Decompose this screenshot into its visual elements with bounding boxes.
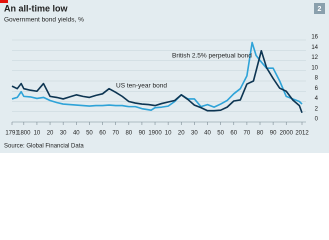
x-tick-label: 40 [204,131,211,137]
chart-title: An all-time low [4,3,69,13]
x-tick-label: 90 [139,131,146,137]
x-tick-label: 70 [244,131,251,137]
x-tick-label: 1791 [5,131,19,137]
annotation: US ten-year bond [116,83,167,90]
y-tick-label: 10 [311,65,318,71]
x-tick-label: 70 [112,131,119,137]
x-tick-label: 20 [178,131,185,137]
y-tick-label: 12 [311,55,318,61]
background [0,0,329,153]
x-tick-label: 2012 [295,131,309,137]
y-tick-label: 6 [315,86,319,92]
x-tick-label: 60 [99,131,106,137]
chart: An all-time low Government bond yields, … [0,0,329,153]
x-tick-label: 20 [47,131,54,137]
x-tick-label: 60 [230,131,237,137]
y-tick-label: 16 [311,35,318,41]
x-tick-label: 10 [34,131,41,137]
x-tick-label: 1900 [148,131,162,137]
y-tick-label: 2 [315,106,319,112]
badge: 2 [318,6,322,13]
x-tick-label: 80 [125,131,132,137]
y-tick-label: 14 [311,45,318,51]
y-tick-label: 4 [315,96,319,102]
x-tick-label: 30 [60,131,67,137]
x-tick-label: 90 [270,131,277,137]
red-tag [0,0,8,3]
x-tick-label: 50 [86,131,93,137]
source: Source: Global Financial Data [4,144,84,150]
badge-box [314,3,325,14]
x-tick-label: 50 [217,131,224,137]
annotation: British 2.5% perpetual bond [172,53,252,60]
x-tick-label: 2000 [280,131,294,137]
x-tick-label: 10 [165,131,172,137]
y-tick-label: 8 [315,76,319,82]
x-tick-label: 1800 [17,131,31,137]
chart-subtitle: Government bond yields, % [4,17,84,24]
series-line [11,49,303,114]
x-tick-label: 80 [257,131,264,137]
series-line [11,41,303,112]
y-tick-label: 0 [315,117,319,123]
x-tick-label: 40 [73,131,80,137]
x-tick-label: 30 [191,131,198,137]
